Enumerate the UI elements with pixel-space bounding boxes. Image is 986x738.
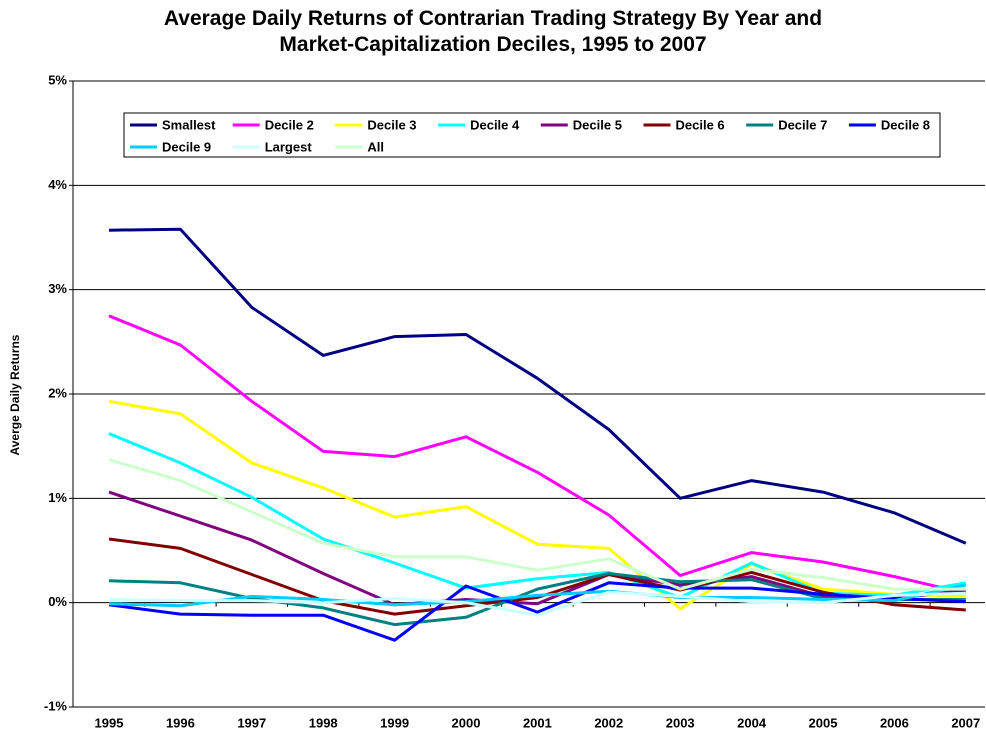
legend-label: Decile 3 [367,117,416,132]
series-line [108,583,967,608]
legend-label: All [367,139,384,154]
x-tick-label: 2007 [951,715,980,730]
series-line [108,537,966,616]
legend-label: Smallest [162,117,216,132]
x-tick-label: 2000 [452,715,481,730]
legend-label: Largest [265,139,313,154]
legend-label: Decile 7 [778,117,827,132]
series-line [108,399,966,611]
y-tick-label: 1% [48,490,67,505]
y-tick-label: 3% [48,281,67,296]
series-line [108,458,966,591]
x-tick-label: 2001 [523,715,552,730]
x-tick-label: 1996 [166,715,195,730]
legend: Smallest Decile 2 Decile 3 Decile 4 Decile 5… [123,112,941,158]
x-tick-label: 2006 [880,715,909,730]
series-line [108,227,967,545]
series-line [108,581,966,642]
legend-label: Decile 2 [265,117,314,132]
x-tick-label: 2005 [809,715,838,730]
legend-label: Decile 8 [881,117,930,132]
y-axis-label: Averge Daily Returns [8,334,22,455]
x-tick-label: 1995 [95,715,124,730]
series-line [108,314,967,595]
x-tick-label: 2003 [666,715,695,730]
x-tick-label: 2002 [594,715,623,730]
legend-label: Decile 4 [470,117,520,132]
x-tick-label: 1997 [237,715,266,730]
legend-label: Decile 6 [676,117,725,132]
y-tick-label: 4% [48,177,67,192]
chart-title: Average Daily Returns of Contrarian Trad… [163,7,823,56]
legend-label: Decile 9 [162,139,211,154]
series-line [108,432,967,599]
x-tick-label: 1998 [309,715,338,730]
x-tick-label: 2004 [737,715,767,730]
series-line [108,590,966,617]
x-tick-label: 1999 [380,715,409,730]
legend-label: Decile 5 [573,117,622,132]
y-tick-label: 2% [48,385,67,400]
y-tick-label: 5% [48,72,67,87]
y-tick-label: 0% [48,594,67,609]
series-line [108,490,966,607]
legend-box [123,112,941,158]
y-tick-label: -1% [44,698,68,713]
